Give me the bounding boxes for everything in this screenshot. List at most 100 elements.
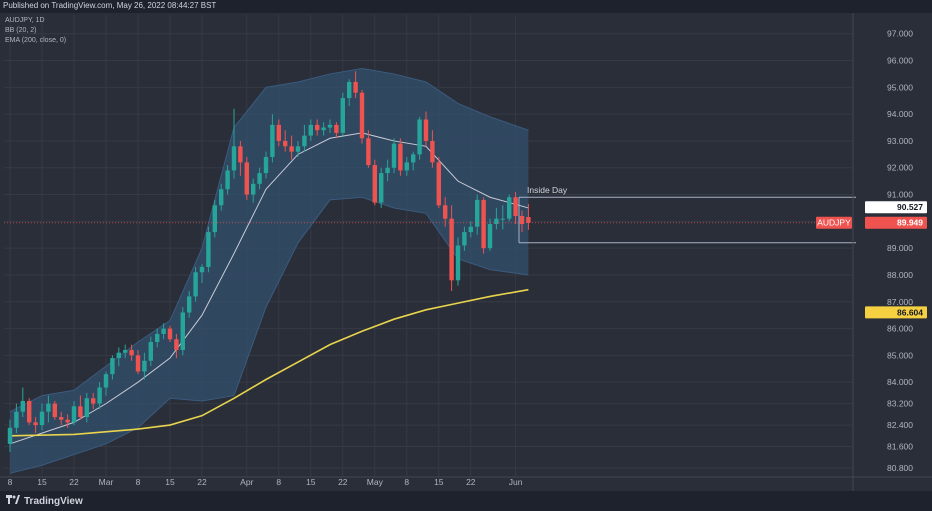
candle-body (462, 232, 467, 246)
legend-bb: BB (20, 2) (5, 27, 37, 34)
x-tick-label: 8 (136, 477, 141, 487)
candle-body (91, 398, 96, 404)
candle-body (321, 127, 326, 131)
candle-body (270, 124, 275, 158)
candle-body (353, 81, 358, 93)
candle-body (455, 245, 461, 281)
candle-body (167, 328, 173, 340)
x-tick-label: 8 (8, 477, 13, 487)
annotations: Inside Day (4, 185, 856, 244)
legend-symbol: AUDJPY, 1D (5, 17, 45, 24)
candle-body (52, 403, 57, 418)
y-tick-label: 93.000 (887, 136, 913, 146)
candle-body (366, 138, 371, 166)
price-tag-box (865, 216, 927, 229)
bb-lower-line (9, 196, 529, 474)
candle-body (327, 124, 333, 128)
candle-body (103, 374, 109, 388)
x-tick-label: 15 (165, 477, 175, 487)
axes: 97.000 96.000 95.000 94.000 93.000 92.000 91.0… (0, 13, 932, 491)
candle-body (244, 162, 249, 195)
candle-body (231, 146, 237, 171)
candle-body (411, 154, 416, 163)
candle-body (59, 417, 64, 420)
x-tick-label: 22 (466, 477, 476, 487)
y-tick-label: 86.000 (887, 324, 913, 334)
y-tick-label: 85.000 (887, 350, 913, 360)
candle-body (180, 312, 185, 351)
candle-body (391, 143, 397, 168)
candle-body (507, 197, 512, 219)
candle-body (187, 296, 192, 313)
candle-body (212, 205, 217, 233)
candle-body (468, 226, 473, 233)
symbol-price-tag-box (816, 216, 852, 229)
candle-body (315, 124, 320, 131)
price-tag-box (865, 201, 927, 214)
candle-body (500, 218, 505, 220)
y-tick-label: 95.000 (887, 82, 913, 92)
candle-body (289, 146, 294, 152)
candle-body (475, 199, 480, 227)
candle-body (379, 173, 384, 203)
candle-body (46, 403, 51, 412)
candle-body (449, 218, 454, 281)
candle-body (174, 339, 179, 351)
y-tick-label: 92.000 (887, 163, 913, 173)
candle-body (84, 398, 89, 418)
candle-body (78, 406, 83, 418)
candle-body (404, 162, 409, 171)
candle-body (33, 422, 38, 426)
x-tick-label: Jun (509, 477, 523, 487)
candle-body (225, 170, 230, 190)
candle-body (65, 419, 70, 423)
candle-body (238, 146, 243, 163)
candle-body (97, 387, 102, 404)
x-tick-label: 8 (276, 477, 281, 487)
x-tick-label: 8 (404, 477, 409, 487)
candle-body (135, 355, 141, 372)
y-tick-label: 83.200 (887, 399, 913, 409)
y-tick-label: 88.000 (887, 270, 913, 280)
candle-body (398, 143, 403, 171)
y-tick-label: 97.000 (887, 29, 913, 39)
candle-body (481, 199, 486, 249)
candles (7, 71, 531, 452)
candle-body (526, 217, 531, 223)
candle-body (334, 124, 339, 133)
candle-body (494, 218, 499, 225)
x-tick-label: 15 (306, 477, 316, 487)
candle-body (116, 352, 121, 359)
candle-body (148, 341, 153, 361)
ema-200-line (9, 288, 529, 437)
candle-body (257, 173, 262, 184)
x-tick-label: Mar (99, 477, 114, 487)
candle-body (129, 350, 134, 356)
y-tick-label: 80.800 (887, 463, 913, 473)
candle-body (519, 215, 525, 225)
tradingview-logo-icon (6, 495, 20, 507)
x-tick-label: Apr (240, 477, 253, 487)
legend-ema: EMA (200, close, 0) (5, 37, 67, 44)
candle-body (302, 135, 307, 147)
candle-body (359, 92, 365, 139)
candle-body (487, 224, 493, 249)
price-chart[interactable]: Inside Day 97.000 96.000 95.000 94.000 93.00… (0, 13, 932, 491)
candle-body (417, 119, 422, 155)
candle-body (20, 400, 25, 412)
y-tick-label: 84.000 (887, 377, 913, 387)
footer-brand: TradingView (24, 495, 83, 507)
x-tick-label: 22 (338, 477, 348, 487)
x-tick-label: 15 (37, 477, 47, 487)
x-tick-label: 22 (69, 477, 79, 487)
y-tick-label: 87.000 (887, 297, 913, 307)
chart-legend: AUDJPY, 1D BB (20, 2) EMA (200, close, 0… (5, 16, 66, 46)
bb-basis-line (9, 132, 529, 445)
candle-body (295, 146, 301, 152)
y-tick-label: 82.400 (887, 420, 913, 430)
x-tick-label: 15 (434, 477, 444, 487)
candle-body (276, 124, 281, 141)
candle-body (340, 98, 345, 133)
price-tag-label: 90.527 (897, 202, 923, 212)
candle-body (430, 140, 435, 163)
